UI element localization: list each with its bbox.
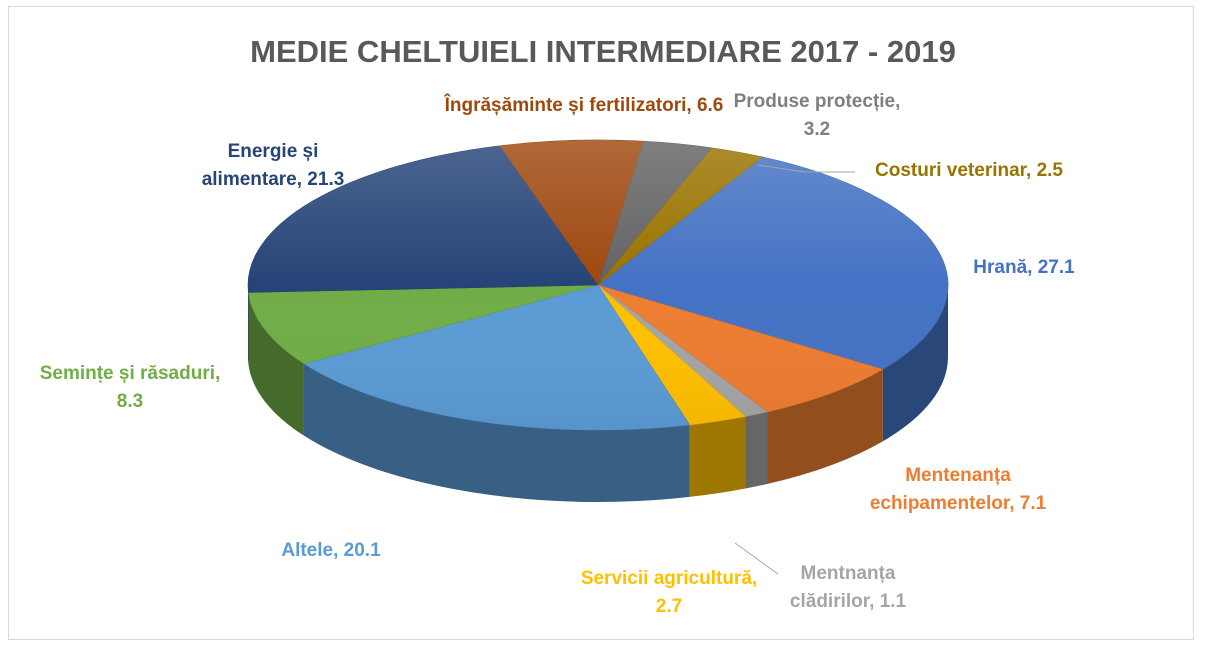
slice-label-6-line-0: Energie și xyxy=(228,141,319,162)
slice-label-5: Seminṭe și răsaduri, 8.3 xyxy=(40,363,221,412)
slice-label-3-line-0: Servicii agricultură, xyxy=(581,568,757,589)
pie-side-3 xyxy=(689,416,746,497)
slice-label-3-line-1: 2.7 xyxy=(656,596,682,617)
slice-label-2: Mentnanța clădirilor, 1.1 xyxy=(790,563,907,612)
slice-label-2-line-1: clădirilor, 1.1 xyxy=(790,591,907,612)
pie-side-2 xyxy=(745,411,768,489)
slice-label-3: Servicii agricultură, 2.7 xyxy=(581,568,757,617)
slice-label-6: Energie și alimentare, 21.3 xyxy=(202,141,345,190)
slice-label-4-line-0: Altele, 20.1 xyxy=(281,540,381,561)
slice-label-0-line-0: Hrană, 27.1 xyxy=(973,257,1075,278)
pie-sheen xyxy=(248,140,948,430)
pie-sides xyxy=(248,285,948,502)
slice-label-0: Hrană, 27.1 xyxy=(973,257,1075,278)
slice-label-8-line-1: 3.2 xyxy=(804,119,830,140)
slice-label-2-line-0: Mentnanța xyxy=(801,563,896,584)
slice-label-5-line-1: 8.3 xyxy=(117,391,143,412)
leader-line-2 xyxy=(734,542,779,575)
slice-label-9: Costuri veterinar, 2.5 xyxy=(875,160,1063,181)
slice-label-1-line-0: Mentenanța xyxy=(905,465,1011,486)
leader-lines xyxy=(734,164,855,575)
pie-slices xyxy=(247,139,949,431)
pie-side-5 xyxy=(248,292,304,436)
slice-label-7: Îngrășăminte și fertilizatori, 6.6 xyxy=(444,94,724,116)
pie-side-1 xyxy=(767,369,883,484)
slice-label-8: Produse protecție, 3.2 xyxy=(734,91,901,140)
pie-side-4 xyxy=(303,363,690,502)
slice-label-8-line-0: Produse protecție, xyxy=(734,91,901,112)
slice-label-4: Altele, 20.1 xyxy=(281,540,381,561)
chart-title: MEDIE CHELTUIELI INTERMEDIARE 2017 - 201… xyxy=(250,34,956,69)
pie-side-0 xyxy=(882,285,948,442)
slice-labels: Hrană, 27.1 Mentenanța echipamentelor, 7.1… xyxy=(40,91,1075,617)
slice-label-5-line-0: Seminṭe și răsaduri, xyxy=(40,363,221,384)
slice-label-6-line-1: alimentare, 21.3 xyxy=(202,169,345,190)
slice-label-9-line-0: Costuri veterinar, 2.5 xyxy=(875,160,1063,181)
slice-label-1-line-1: echipamentelor, 7.1 xyxy=(870,493,1047,514)
leader-line-9 xyxy=(757,164,855,173)
slice-label-7-line-0: Îngrășăminte și fertilizatori, 6.6 xyxy=(444,94,724,116)
slice-label-1: Mentenanța echipamentelor, 7.1 xyxy=(870,465,1047,514)
